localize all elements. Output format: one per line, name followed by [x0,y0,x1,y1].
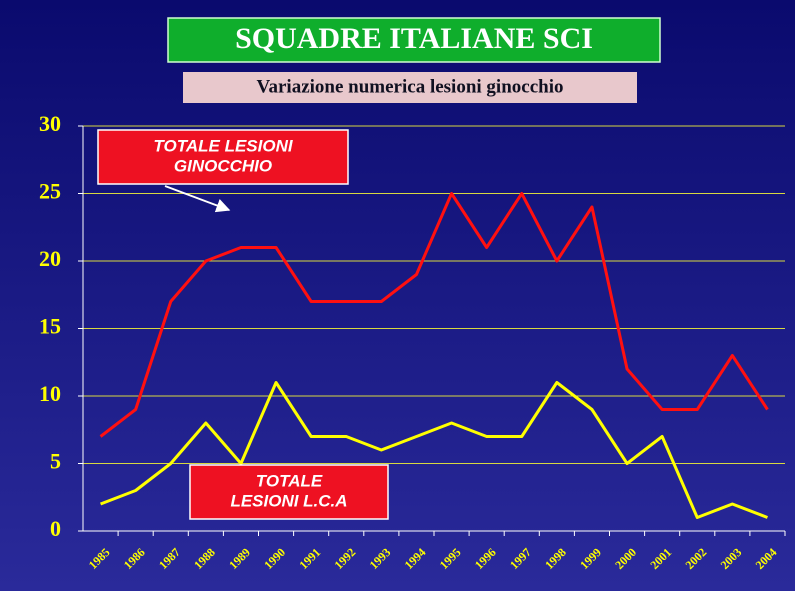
annotation-arrow [164,185,231,213]
y-tick-label: 5 [50,449,61,474]
series-line [100,381,768,519]
title-box [167,17,661,63]
chart-title: SQUADRE ITALIANE SCI [235,22,593,55]
annotation-text: TOTALE [256,471,323,490]
annotation-text: TOTALE LESIONI [153,136,293,155]
y-tick-label: 25 [39,179,61,204]
series-line [99,192,769,438]
annotation-text: LESIONI L.C.A [230,491,347,510]
y-tick-label: 30 [39,111,61,136]
subtitle-box [183,72,637,103]
annotation-text: GINOCCHIO [174,156,272,175]
y-tick-label: 20 [39,246,61,271]
chart-subtitle: Variazione numerica lesioni ginocchio [257,76,564,97]
y-tick-label: 0 [50,516,61,541]
y-tick-label: 10 [39,381,61,406]
annotation-box [189,464,389,520]
annotation-box [97,129,349,185]
y-tick-label: 15 [39,314,61,339]
